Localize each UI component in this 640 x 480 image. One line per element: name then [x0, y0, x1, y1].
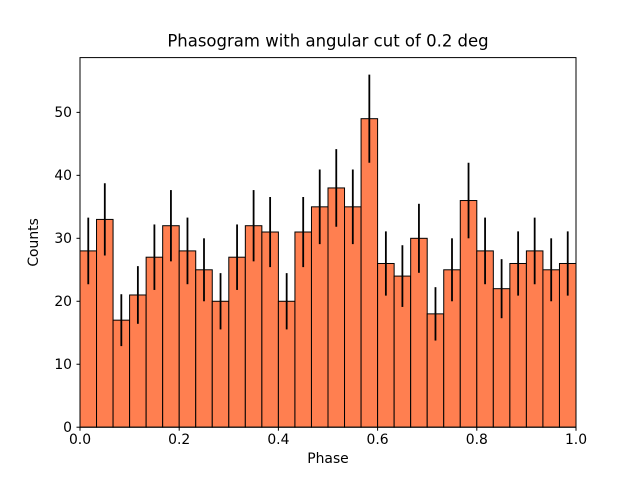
chart-title: Phasogram with angular cut of 0.2 deg	[167, 32, 488, 51]
error-bars	[87, 74, 569, 347]
x-tick-label: 0.4	[267, 432, 289, 448]
x-axis-label: Phase	[307, 451, 348, 467]
x-tick-label: 0.2	[168, 432, 190, 448]
y-tick-label: 40	[54, 168, 72, 184]
y-tick-label: 0	[63, 420, 72, 436]
y-tick-label: 30	[54, 231, 72, 247]
axis-ticks: 0.0 0.2 0.4 0.6 0.8 1.0 0 10 20 30 40 50	[54, 105, 587, 448]
y-tick-label: 20	[54, 294, 72, 310]
y-tick-label: 50	[54, 105, 72, 121]
axes-frame	[79, 57, 577, 428]
x-tick-label: 0.0	[69, 432, 91, 448]
x-tick-label: 0.6	[367, 432, 389, 448]
histogram-bar	[360, 118, 379, 428]
histogram-bars	[79, 118, 577, 428]
x-tick-label: 0.8	[466, 432, 488, 448]
y-tick-label: 10	[54, 357, 72, 373]
x-tick-label: 1.0	[565, 432, 587, 448]
y-axis-label: Counts	[26, 218, 42, 267]
